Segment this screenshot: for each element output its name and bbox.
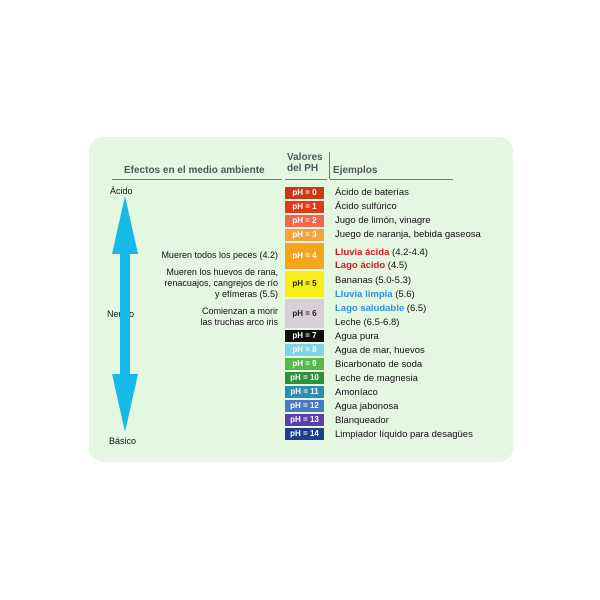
example-ph11: Amoníaco <box>335 387 378 398</box>
lluvia-acida-label: Lluvia ácida <box>335 247 390 258</box>
ph-box-13: pH = 13 <box>285 414 324 426</box>
lago-saludable-label: Lago saludable <box>335 303 405 314</box>
lluvia-limpia-label: Lluvia limpia <box>335 289 393 300</box>
example-ph3: Juego de naranja, bebida gaseosa <box>335 229 481 240</box>
effect-trout-line2: las truchas arco iris <box>200 317 278 327</box>
ph-box-9: pH = 9 <box>285 358 324 370</box>
ph-box-6: pH = 6 <box>285 299 324 328</box>
ph-box-0: pH = 0 <box>285 187 324 199</box>
header-values-line2: del PH <box>287 163 319 174</box>
example-ph13: Blanqueador <box>335 415 389 426</box>
header-divider <box>329 152 330 179</box>
label-basic: Básico <box>109 436 137 446</box>
ph-box-1: pH = 1 <box>285 201 324 213</box>
ph-box-7: pH = 7 <box>285 330 324 342</box>
example-ph1: Ácido sulfúrico <box>335 201 397 212</box>
ph-box-10: pH = 10 <box>285 372 324 384</box>
header-underline-middle <box>285 179 327 180</box>
header-underline-right <box>330 179 453 180</box>
effect-frog-line1: Mueren los huevos de rana, <box>166 267 278 277</box>
lago-saludable-value: (6.5) <box>406 303 427 314</box>
ph-box-3: pH = 3 <box>285 229 324 241</box>
effect-frog-line3: y efímeras (5.5) <box>214 289 278 299</box>
example-ph0: Ácido de baterías <box>335 187 409 198</box>
header-underline-left <box>112 179 282 180</box>
ph-box-14: pH = 14 <box>285 428 324 440</box>
example-lago-saludable: Lago saludable (6.5) <box>335 302 426 315</box>
example-leche: Leche (6.5-6.8) <box>335 317 400 328</box>
header-effects: Efectos en el medio ambiente <box>124 165 265 176</box>
header-values-line1: Valores <box>287 152 323 163</box>
ph-box-11: pH = 11 <box>285 386 324 398</box>
ph-box-8: pH = 8 <box>285 344 324 356</box>
example-lago-acido: Lago ácido (4.5) <box>335 259 407 272</box>
example-ph8: Agua de mar, huevos <box>335 345 425 356</box>
ph-box-12: pH = 12 <box>285 400 324 412</box>
example-ph14: Limpiador líquido para desagües <box>335 429 473 440</box>
double-arrow-icon <box>112 196 138 432</box>
example-ph9: Bicarbonato de soda <box>335 359 423 370</box>
effect-trout-line1: Comienzan a morir <box>201 306 278 316</box>
example-lluvia-acida: Lluvia ácida (4.2-4.4) <box>335 246 428 259</box>
effect-trout: Comienzan a morir las truchas arco iris <box>200 306 278 328</box>
ph-box-4: pH = 4 <box>285 243 324 269</box>
example-ph12: Agua jabonosa <box>335 401 399 412</box>
example-lluvia-limpia: Lluvia limpia (5.6) <box>335 288 415 301</box>
header-values: Valores del PH <box>287 152 323 174</box>
example-ph7: Agua pura <box>335 331 379 342</box>
lago-acido-label: Lago ácido <box>335 260 386 271</box>
header-examples: Ejemplos <box>333 165 378 176</box>
effect-frog-eggs: Mueren los huevos de rana, renacuajos, c… <box>164 267 278 300</box>
lluvia-limpia-value: (5.6) <box>395 289 415 300</box>
ph-box-2: pH = 2 <box>285 215 324 227</box>
effect-fish: Mueren todos los peces (4.2) <box>161 250 278 260</box>
example-ph2: Jugo de limón, vinagre <box>335 215 431 226</box>
lluvia-acida-range: (4.2-4.4) <box>392 247 428 258</box>
example-bananas: Bananas (5.0-5.3) <box>335 275 412 286</box>
lago-acido-value: (4.5) <box>387 260 408 271</box>
label-acid: Ácido <box>110 186 133 196</box>
example-ph10: Leche de magnesia <box>335 373 418 384</box>
ph-box-5: pH = 5 <box>285 271 324 297</box>
effect-frog-line2: renacuajos, cangrejos de río <box>164 278 278 288</box>
